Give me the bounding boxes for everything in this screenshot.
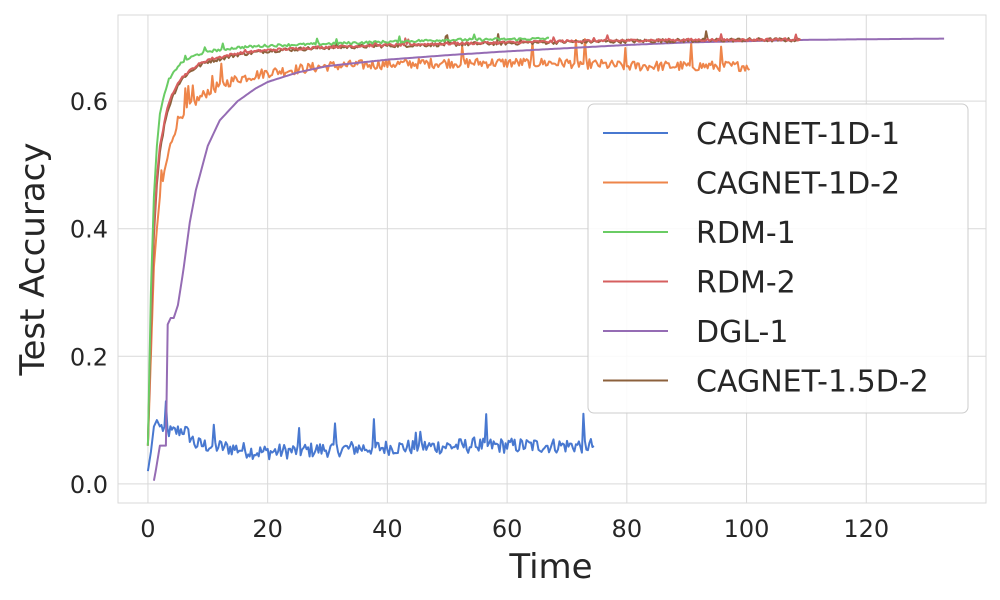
x-tick-label: 120 [843, 515, 889, 543]
legend-box [587, 103, 969, 414]
y-tick-label: 0.2 [70, 343, 108, 371]
x-tick-label: 60 [492, 515, 523, 543]
legend-label: DGL-1 [696, 315, 788, 350]
y-tick-label: 0.4 [70, 216, 108, 244]
y-axis-label: Test Accuracy [13, 143, 53, 377]
series-line-cagnet-1d-2 [146, 38, 751, 446]
series-line-rdm-1 [146, 33, 550, 446]
y-tick-label: 0.6 [70, 88, 108, 116]
legend-label: RDM-2 [696, 266, 796, 301]
x-tick-label: 40 [372, 515, 403, 543]
series-layer [146, 30, 945, 481]
series-line-dgl-1 [152, 37, 945, 481]
x-tick-label: 100 [724, 515, 770, 543]
y-axis-ticks: 0.0 0.2 0.4 0.6 [70, 88, 108, 499]
x-tick-label: 0 [140, 515, 155, 543]
y-tick-label: 0.0 [70, 471, 108, 499]
x-tick-label: 20 [252, 515, 283, 543]
legend: CAGNET-1D-1 CAGNET-1D-2 RDM-1 RDM-2 DGL-1 CAG… [587, 103, 969, 414]
legend-label: CAGNET-1.5D-2 [696, 365, 929, 400]
series-line-cagnet-1d-1 [146, 400, 595, 472]
x-axis-label: Time [508, 547, 592, 587]
legend-label: CAGNET-1D-2 [696, 167, 900, 202]
legend-label: RDM-1 [696, 216, 796, 251]
x-tick-label: 80 [612, 515, 643, 543]
series-line-rdm-2 [146, 33, 802, 446]
x-axis-ticks: 0 20 40 60 80 100 120 [140, 515, 889, 543]
legend-label: CAGNET-1D-1 [696, 117, 900, 152]
